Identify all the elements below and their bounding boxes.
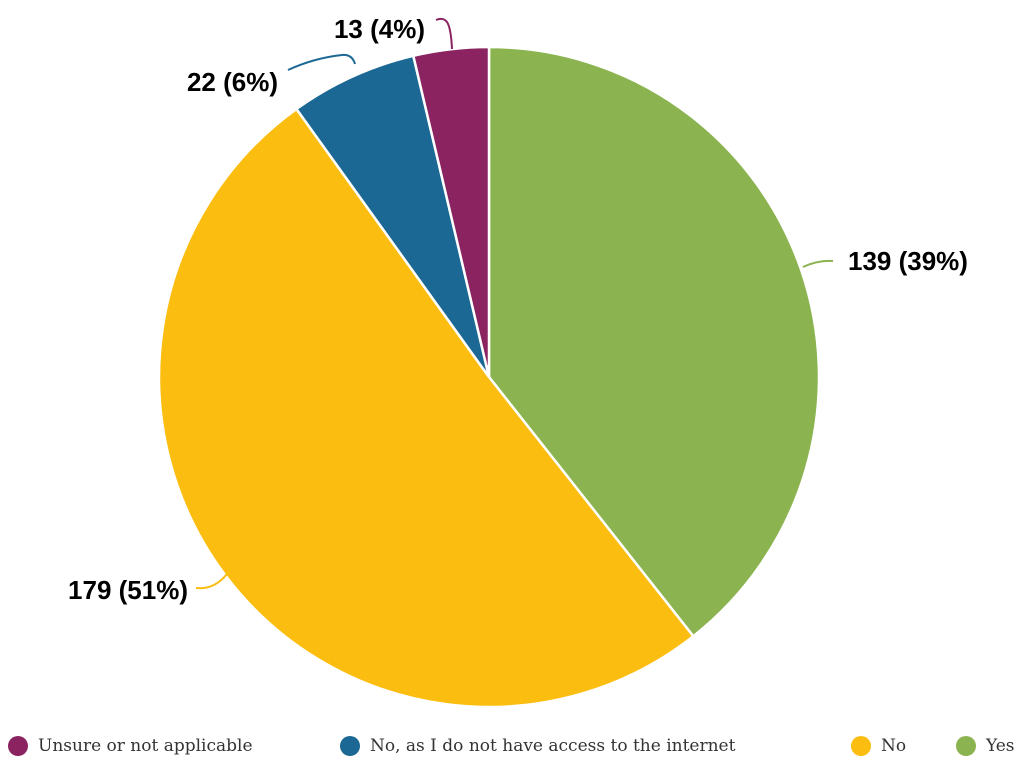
legend-swatch-yes: [956, 736, 976, 756]
legend-label-yes: Yes: [986, 736, 1015, 756]
data-label-no: 179 (51%): [68, 575, 188, 605]
data-labels: 139 (39%) 179 (51%) 22 (6%) 13 (4%): [68, 14, 968, 605]
leader-line-no-as-i-do-not-have-access-to-the-internet: [287, 53, 356, 71]
data-label-no-as-i-do-not-have-access-to-the-internet: 22 (6%): [187, 67, 278, 97]
leader-line-yes: [802, 259, 834, 268]
legend-label-no-access: No, as I do not have access to the inter…: [370, 736, 736, 756]
legend-item-yes[interactable]: Yes: [956, 736, 1015, 756]
legend-swatch-unsure: [8, 736, 28, 756]
legend-label-unsure: Unsure or not applicable: [38, 736, 253, 756]
pie-slices: [157, 45, 821, 709]
legend: Unsure or not applicable No, as I do not…: [0, 736, 1026, 766]
pie-slice-no-as-i-do-not-have-access-to-the-internet[interactable]: [294, 54, 491, 378]
legend-item-no-access[interactable]: No, as I do not have access to the inter…: [340, 736, 735, 756]
leader-line-unsure-or-not-applicable: [435, 17, 453, 50]
legend-item-unsure[interactable]: Unsure or not applicable: [8, 736, 253, 756]
pie-slice-unsure-or-not-applicable[interactable]: [411, 45, 491, 378]
legend-item-no[interactable]: No: [851, 736, 906, 756]
leader-line-no: [195, 573, 228, 590]
data-label-unsure-or-not-applicable: 13 (4%): [334, 14, 425, 44]
leader-lines: [195, 17, 834, 590]
data-label-yes: 139 (39%): [848, 246, 968, 276]
pie-slice-yes[interactable]: [487, 45, 821, 638]
legend-swatch-no: [851, 736, 871, 756]
legend-swatch-no-access: [340, 736, 360, 756]
legend-label-no: No: [881, 736, 907, 756]
